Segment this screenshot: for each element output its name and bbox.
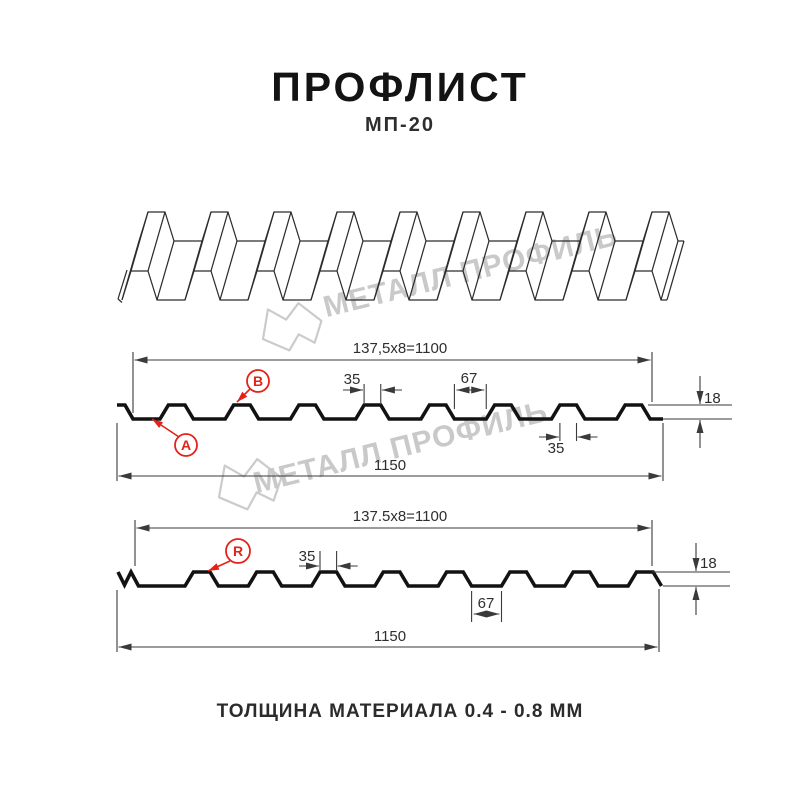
cross-section-r-geometry xyxy=(116,520,730,652)
sketch-rib-line xyxy=(597,240,616,301)
dim-overall-a: 1150 xyxy=(374,457,406,474)
sketch-rib-line xyxy=(130,211,149,272)
label-circle-a xyxy=(174,433,198,457)
sketch-rib-line xyxy=(273,211,292,272)
dim-height-a: 18 xyxy=(704,390,721,407)
profile-outline-a xyxy=(117,403,663,421)
label-r: R xyxy=(233,543,243,559)
label-a: A xyxy=(181,437,191,453)
callout-arrow-a xyxy=(151,418,180,438)
sketch-rib-line xyxy=(525,211,544,272)
dim-ribtop-a: 35 xyxy=(344,371,361,388)
brand-logo-icon xyxy=(261,302,323,352)
sketch-front-edge xyxy=(121,270,667,301)
sketch-rib-line xyxy=(651,211,670,272)
dim-span-r: 137.5x8=1100 xyxy=(353,508,447,525)
sketch-rib-line xyxy=(471,240,490,301)
profile-model: МП-20 xyxy=(365,114,435,136)
dim-edgerib-a: 35 xyxy=(548,440,565,457)
sketch-rib-line xyxy=(319,211,338,272)
cross-section-a-geometry xyxy=(116,352,732,481)
dim-height-r: 18 xyxy=(700,555,717,572)
sketch-rib-line xyxy=(147,211,166,272)
sketch-rib-line xyxy=(156,240,175,301)
sketch-rib-line xyxy=(345,240,364,301)
sketch-rib-line xyxy=(571,211,590,272)
sketch-rib-line xyxy=(462,211,481,272)
sketch-rib-line xyxy=(219,240,238,301)
sketch-rib-line xyxy=(445,211,464,272)
sketch-rib-line xyxy=(634,211,653,272)
sketch-rib-line xyxy=(408,240,427,301)
thickness-note: ТОЛЩИНА МАТЕРИАЛА 0.4 - 0.8 ММ xyxy=(216,701,584,722)
dim-valley-r: 67 xyxy=(478,595,495,612)
dim-span-a: 137,5x8=1100 xyxy=(353,340,447,357)
profile-outline-r xyxy=(116,568,664,590)
sketch-rib-line xyxy=(666,240,685,301)
dim-overall-r: 1150 xyxy=(374,628,406,645)
sketch-rib-line xyxy=(336,211,355,272)
dim-valley-a: 67 xyxy=(461,370,478,387)
sketch-rib-line xyxy=(210,211,229,272)
sketch-rib-line xyxy=(534,240,553,301)
label-b: B xyxy=(253,373,263,389)
dim-ribtop-r: 35 xyxy=(299,548,316,565)
sketch-rib-line xyxy=(399,211,418,272)
callout-arrow-r xyxy=(207,560,231,572)
sketch-rib-line xyxy=(193,211,212,272)
sketch-rib-line xyxy=(382,211,401,272)
sketch-rib-line xyxy=(508,211,527,272)
sketch-rib-line xyxy=(282,240,301,301)
sketch-rib-line xyxy=(256,211,275,272)
label-circle-b xyxy=(246,369,270,393)
profile-3d-sketch xyxy=(117,211,685,303)
label-circle-r xyxy=(225,538,251,564)
sketch-rib-line xyxy=(588,211,607,272)
sketch-rib-line xyxy=(660,240,679,301)
page-title: ПРОФЛИСТ xyxy=(271,64,529,110)
sheet-thickness-edge xyxy=(117,269,128,303)
callout-arrow-b xyxy=(236,388,251,403)
